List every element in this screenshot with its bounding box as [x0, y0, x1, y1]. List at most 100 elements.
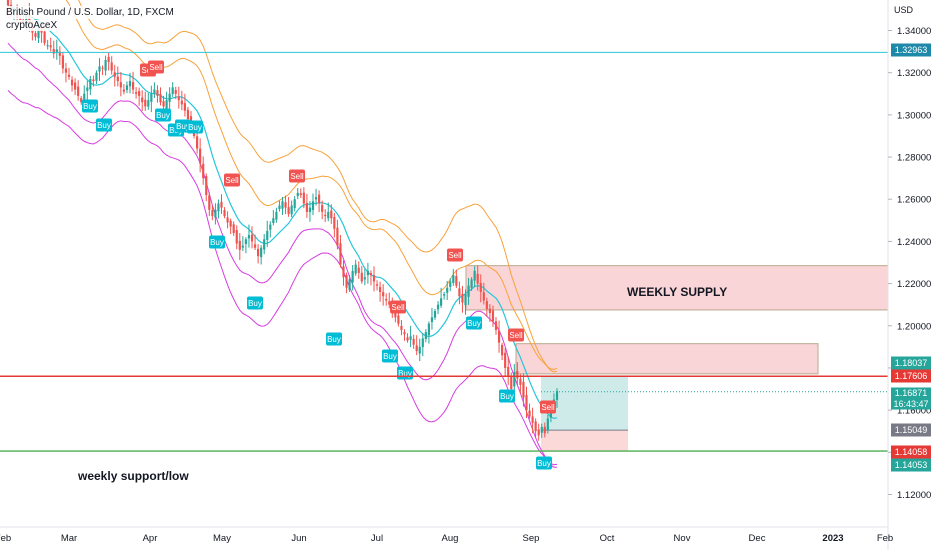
price-axis-label-text: 1.14053 [895, 460, 928, 470]
chart-title: British Pound / U.S. Dollar, 1D, FXCM [4, 6, 176, 19]
price-axis-label-bg [891, 423, 931, 437]
candle-body [253, 244, 257, 248]
candles-layer [6, 0, 559, 441]
x-tick-label: Feb [877, 533, 893, 544]
buy-signal-tag: Buy [155, 108, 171, 122]
candle-body [263, 239, 266, 250]
candle-body [494, 321, 498, 330]
buy-signal-tag: Buy [397, 366, 413, 380]
price-axis-label-text: 1.18037 [895, 358, 928, 368]
candle-body [342, 266, 345, 278]
signal-tag-bg [447, 248, 463, 262]
candle-body [427, 323, 430, 336]
candle-body [546, 418, 549, 431]
buy-signal-tag: Buy [96, 118, 112, 132]
x-tick-label: Dec [749, 533, 766, 544]
candle-body [436, 304, 440, 310]
candle-body [555, 391, 559, 400]
candle-body [153, 89, 156, 94]
candle-body [52, 49, 55, 54]
candle-body [385, 298, 388, 301]
candle-body [211, 210, 214, 217]
candle-body [199, 148, 202, 164]
x-tick-label: Jun [291, 533, 306, 544]
weekly-supply-zone [465, 265, 889, 311]
candle-body [485, 301, 488, 309]
candle-body [510, 376, 513, 390]
candle-body [269, 224, 272, 230]
candle-body [528, 410, 531, 417]
candle-body [467, 285, 470, 297]
candle-body [162, 101, 165, 107]
candle-body [491, 310, 495, 322]
price-axis-label-text: 1.14058 [895, 447, 928, 457]
candle-body [186, 109, 190, 120]
candle-body [49, 45, 52, 48]
signal-tag-text: Buy [383, 352, 397, 361]
candle-body [250, 234, 254, 242]
candle-body [482, 292, 485, 301]
candle-body [74, 82, 77, 90]
y-tick-label: 1.32000 [897, 68, 931, 79]
y-tick-label: 1.24000 [897, 237, 931, 248]
candle-body [540, 426, 543, 433]
candle-body [226, 217, 229, 223]
buy-signal-tag: Buy [187, 120, 203, 134]
price-axis-label-text: 16:43:47 [893, 399, 928, 409]
candle-body [534, 421, 537, 432]
candle-body [67, 74, 71, 77]
candle-body [272, 218, 275, 224]
y-tick-label: 1.12000 [897, 490, 931, 501]
candle-body [266, 230, 269, 240]
candle-body [119, 82, 122, 88]
buy-signal-tag: Buy [499, 389, 515, 403]
candle-body [424, 332, 427, 339]
signal-tag-text: Buy [467, 319, 481, 328]
signal-tag-bg [326, 332, 342, 346]
candle-body [257, 248, 260, 257]
candle-body [284, 202, 287, 208]
signal-tag-text: Buy [500, 392, 514, 401]
candle-body [64, 68, 68, 73]
price-axis-label-text: 1.16871 [895, 388, 928, 398]
x-tick-label: Mar [61, 533, 77, 544]
chart-author: cryptoAceX [4, 20, 60, 31]
candle-body [421, 338, 424, 347]
candle-body [418, 346, 421, 354]
signal-tags-layer: BuyBuySellSellBuyBuyBuyBuySellBuyBuySell… [82, 60, 556, 470]
signal-tag-bg [155, 108, 171, 122]
candle-body [308, 207, 312, 213]
candle-body [336, 227, 339, 246]
y-tick-label: 1.26000 [897, 195, 931, 206]
signal-tag-bg [187, 120, 203, 134]
signal-tag-bg [96, 118, 112, 132]
candle-body [348, 279, 351, 290]
candle-body [400, 325, 403, 330]
x-tick-label: 2023 [822, 533, 843, 544]
candle-body [504, 352, 507, 368]
candle-body [107, 56, 110, 63]
candle-body [58, 51, 61, 56]
candle-body [372, 275, 376, 282]
candle-body [522, 381, 525, 398]
candle-body [214, 209, 217, 218]
candle-body [116, 76, 119, 82]
candle-body [296, 192, 299, 197]
candle-body [122, 89, 125, 92]
sell-signal-tag: Sell [447, 248, 463, 262]
candle-body [455, 276, 458, 286]
candle-body [333, 216, 336, 229]
candle-body [77, 86, 80, 96]
candle-body [525, 395, 528, 411]
price-axis-label-bg [891, 43, 931, 57]
supply-zone-2 [515, 343, 819, 375]
price-axis-label: 1.14058 [891, 445, 931, 459]
candle-body [549, 410, 552, 418]
candle-body [150, 93, 153, 102]
signal-tag-bg [390, 300, 406, 314]
x-tick-label: Feb [0, 533, 11, 544]
signal-tag-text: Sell [149, 63, 163, 72]
candle-body [507, 366, 510, 377]
candle-body [415, 345, 418, 352]
